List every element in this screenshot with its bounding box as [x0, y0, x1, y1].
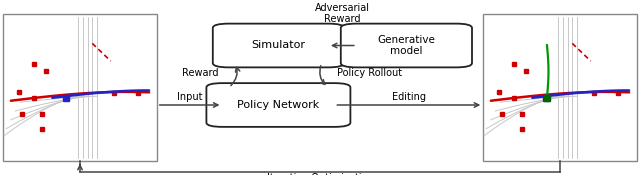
FancyBboxPatch shape	[212, 24, 344, 67]
FancyBboxPatch shape	[483, 14, 637, 161]
Text: Policy Network: Policy Network	[237, 100, 319, 110]
Text: Policy Rollout: Policy Rollout	[337, 68, 402, 79]
FancyBboxPatch shape	[340, 24, 472, 67]
Text: Iterative Optimization: Iterative Optimization	[267, 173, 373, 175]
Text: Input: Input	[177, 92, 202, 102]
Text: Reward: Reward	[182, 68, 218, 79]
Text: Simulator: Simulator	[252, 40, 305, 51]
Text: Editing: Editing	[392, 92, 426, 102]
Text: Generative
model: Generative model	[378, 35, 435, 56]
Text: Adversarial
Reward: Adversarial Reward	[315, 3, 370, 25]
FancyBboxPatch shape	[3, 14, 157, 161]
FancyBboxPatch shape	[206, 83, 351, 127]
